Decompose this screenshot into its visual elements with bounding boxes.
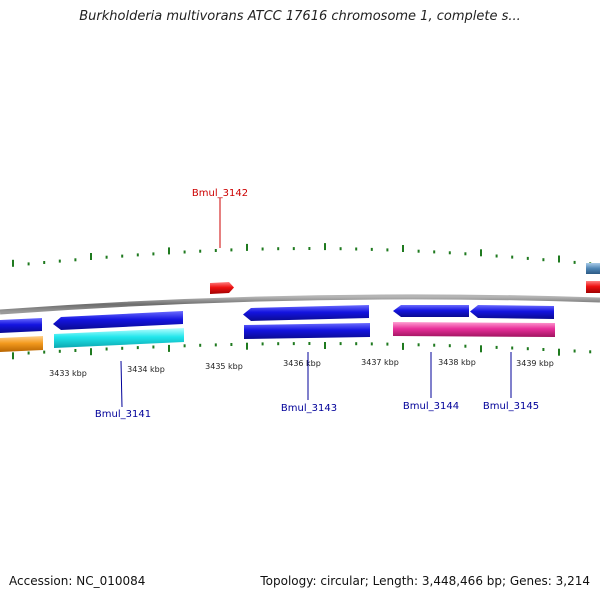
gene-bmul-3141-cog[interactable] — [54, 328, 184, 348]
gene-bmul-3143-cog[interactable] — [244, 323, 370, 339]
gene-bmul-3145[interactable] — [470, 305, 554, 319]
inner-tick-ring — [12, 342, 592, 360]
outer-tick-ring — [12, 243, 592, 267]
accession-label: Accession: NC_010084 — [9, 574, 146, 588]
gene-labels: Bmul_3142 Bmul_3141 Bmul_3143 Bmul_3144 … — [95, 188, 539, 420]
gene-partial-red-right[interactable] — [586, 281, 600, 293]
gene-partial-steel-right[interactable] — [586, 263, 600, 274]
gene-partial-left-blue[interactable] — [0, 318, 42, 333]
gene-partial-left-orange[interactable] — [0, 336, 43, 352]
scale-label-3439: 3439 kbp — [516, 359, 554, 368]
scale-labels: 3433 kbp 3434 kbp 3435 kbp 3436 kbp 3437… — [49, 358, 554, 378]
gene-bmul-3141[interactable] — [53, 311, 183, 330]
scale-label-3436: 3436 kbp — [283, 359, 321, 368]
genome-summary: Topology: circular; Length: 3,448,466 bp… — [260, 574, 590, 588]
scale-label-3434: 3434 kbp — [127, 365, 165, 374]
label-bmul-3144[interactable]: Bmul_3144 — [403, 401, 459, 412]
gene-label-leaders — [120, 198, 512, 408]
gene-bmul-3142-forward[interactable] — [210, 282, 234, 294]
chromosome-backbone — [0, 294, 600, 315]
gene-bmul-3144[interactable] — [393, 305, 469, 317]
scale-label-3435: 3435 kbp — [205, 362, 243, 371]
label-bmul-3145[interactable]: Bmul_3145 — [483, 401, 539, 412]
scale-label-3433: 3433 kbp — [49, 369, 87, 378]
label-bmul-3142[interactable]: Bmul_3142 — [192, 188, 248, 199]
gene-bmul-3143[interactable] — [243, 305, 369, 321]
label-bmul-3143[interactable]: Bmul_3143 — [281, 403, 337, 414]
leader-bmul-3141 — [120, 360, 123, 408]
map-title: Burkholderia multivorans ATCC 17616 chro… — [79, 9, 521, 24]
label-bmul-3141[interactable]: Bmul_3141 — [95, 409, 151, 420]
scale-label-3437: 3437 kbp — [361, 358, 399, 367]
scale-label-3438: 3438 kbp — [438, 358, 476, 367]
gene-bmul-3144-3145-cog[interactable] — [393, 322, 555, 337]
